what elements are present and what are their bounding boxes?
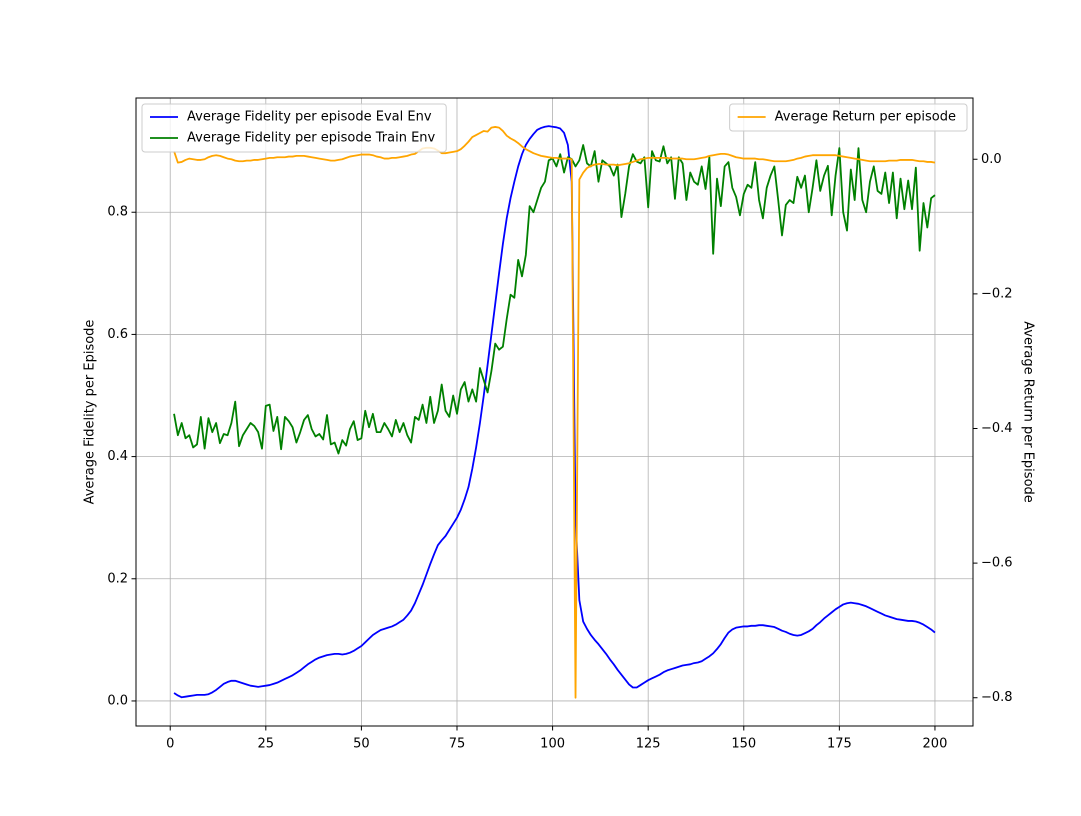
x-tick-label: 125 [636,737,661,752]
legend-label: Average Fidelity per episode Eval Env [187,110,432,125]
plot-area [173,125,936,699]
legend: Average Return per episode [729,103,968,132]
legend: Average Fidelity per episode Eval Env Ave… [141,103,447,153]
y2-axis-label: Average Return per Episode [1021,321,1036,503]
x-tick-label: 150 [731,737,756,752]
x-tick-label: 75 [449,737,466,752]
y2-tick-label: −0.4 [981,421,1013,436]
y-tick-label: 0.8 [107,205,128,220]
legend-label: Average Fidelity per episode Train Env [187,131,436,146]
y-tick-label: 0.6 [107,327,128,342]
y2-tick-label: −0.2 [981,286,1013,301]
x-tick-label: 50 [353,737,370,752]
y2-tick-label: 0.0 [981,152,1002,167]
legend-box [729,103,968,132]
legend-box [141,103,447,153]
series-line [173,144,936,455]
x-tick-label: 175 [827,737,852,752]
y2-tick-label: −0.6 [981,556,1013,571]
y-tick-label: 0.0 [107,693,128,708]
ticks: 0 25 50 75 100 125 150 175 200 0.0 0.2 0.4 0.6 0.8 −0.… [107,152,1012,752]
y-axis-label: Average Fidelity per Episode [83,320,98,505]
series-line [173,126,936,699]
x-tick-label: 100 [540,737,565,752]
y-tick-label: 0.2 [107,571,128,586]
y2-tick-label: −0.8 [981,690,1013,705]
x-tick-label: 0 [166,737,174,752]
axes-frame [135,97,974,727]
grid [136,98,973,726]
series-line [173,125,936,699]
x-tick-label: 25 [258,737,275,752]
legends: Average Fidelity per episode Eval Env Ave… [141,103,968,153]
y-tick-label: 0.4 [107,449,128,464]
legend-label: Average Return per episode [775,110,956,125]
x-tick-label: 200 [923,737,948,752]
